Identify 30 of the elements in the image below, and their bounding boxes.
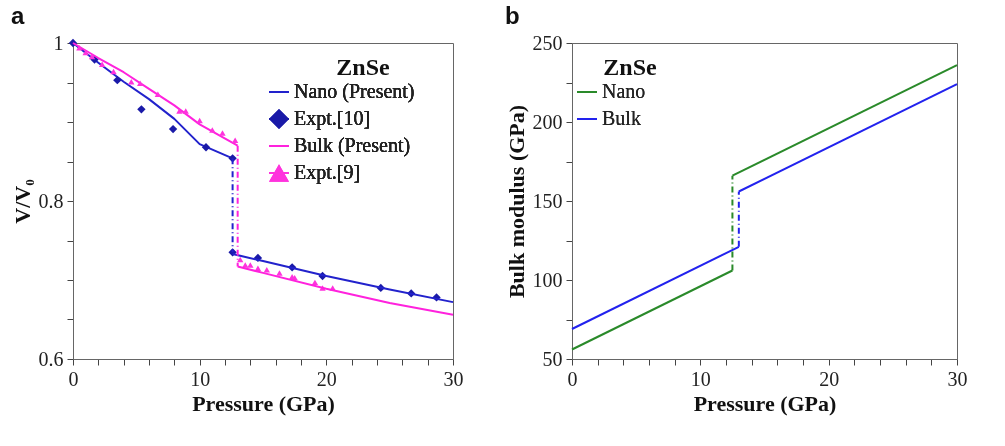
y-tick-label: 200 [532, 110, 563, 133]
legend-label: Nano (Present) [294, 80, 415, 103]
annotation: ZnSe [336, 54, 391, 80]
x-tick-label: 20 [316, 367, 337, 390]
legend-label: Bulk [602, 107, 641, 129]
chart-title: a [11, 2, 25, 29]
legend-label: Expt.[10] [294, 107, 371, 130]
x-tick-label: 20 [819, 367, 840, 390]
y-axis-title: Bulk modulus (GPa) [503, 104, 529, 299]
y-tick-label: 1 [53, 31, 64, 54]
x-tick-label: 0 [68, 367, 79, 390]
y-tick-label: 250 [532, 31, 563, 54]
legend-label: Nano [602, 80, 646, 102]
x-tick-label: 10 [690, 367, 711, 390]
annotation: ZnSe [603, 54, 658, 80]
y-tick-label: 150 [532, 189, 563, 212]
y-tick-label: 0.6 [38, 347, 64, 370]
y-tick-label: 50 [542, 347, 563, 370]
x-tick-label: 0 [567, 367, 578, 390]
x-tick-label: 30 [947, 367, 968, 390]
x-tick-label: 30 [443, 367, 464, 390]
x-axis-title: Pressure (GPa) [693, 390, 837, 416]
y-tick-label: 0.8 [38, 189, 64, 212]
x-axis-title: Pressure (GPa) [192, 390, 335, 416]
y-axis-title: V/V₀ [9, 178, 35, 224]
legend-label: Bulk (Present) [294, 134, 411, 157]
chart-title: b [505, 2, 520, 29]
y-tick-label: 100 [532, 268, 563, 291]
legend-label: Expt.[9] [294, 161, 361, 184]
x-tick-label: 10 [190, 367, 211, 390]
